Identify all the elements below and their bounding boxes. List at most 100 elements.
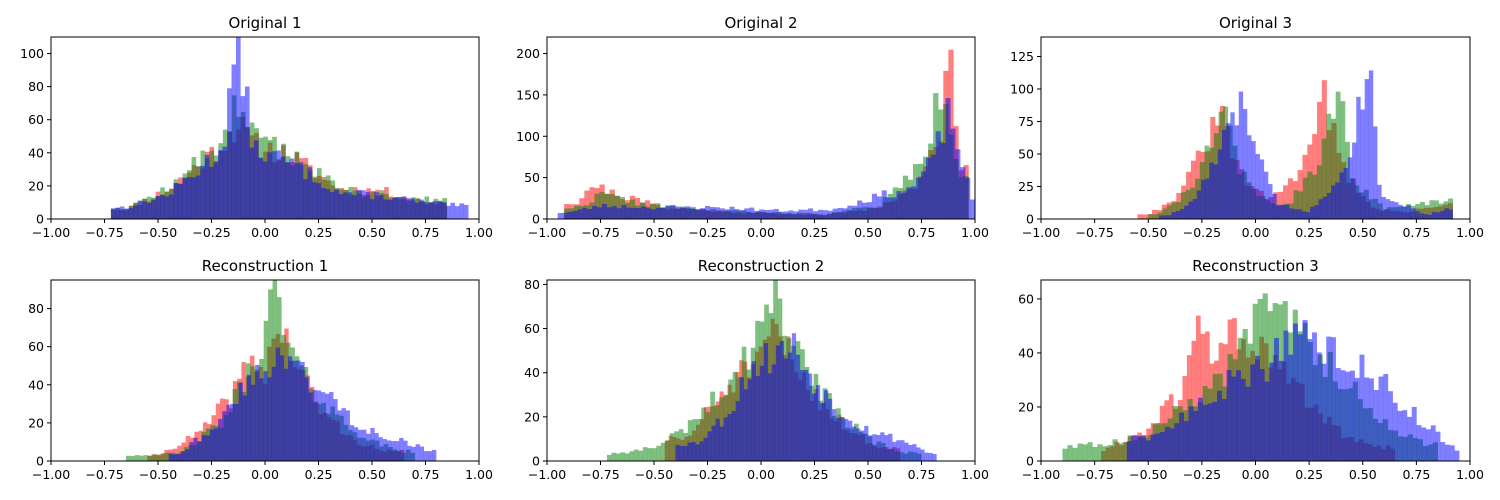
- histogram-bar: [1221, 398, 1227, 461]
- histogram-bar: [1373, 126, 1378, 219]
- histogram-bar: [795, 354, 801, 461]
- histogram-bar: [209, 429, 215, 461]
- histogram-bar: [1205, 178, 1210, 219]
- histogram-bar: [822, 210, 828, 219]
- histogram-bar: [1385, 199, 1391, 219]
- histogram-bar: [754, 210, 760, 219]
- histogram-bar: [1122, 442, 1128, 461]
- histogram-bar: [1359, 354, 1365, 461]
- histogram-bar: [562, 212, 568, 219]
- histogram-bar: [1435, 431, 1441, 461]
- x-tick-label: −0.25: [192, 467, 230, 482]
- histogram-bar: [415, 444, 420, 461]
- histogram-bar: [868, 435, 873, 461]
- histogram-bar: [1174, 423, 1180, 461]
- histogram-bar: [1137, 214, 1143, 219]
- histogram-bar: [240, 96, 246, 219]
- histogram-bar: [1268, 184, 1273, 219]
- x-tick-label: 0.00: [747, 225, 775, 240]
- histogram-bar: [699, 441, 704, 461]
- histogram-bar: [911, 186, 917, 219]
- histogram-bar: [904, 442, 909, 461]
- y-tick-label: 200: [516, 46, 540, 61]
- histogram-bar: [557, 212, 563, 219]
- histogram-bar: [1293, 190, 1299, 219]
- y-tick-label: 75: [1018, 114, 1034, 129]
- histogram-bar: [1278, 360, 1284, 461]
- subplot-reconstruction-1: Reconstruction 1 −1.00 −0.75 −0.50 −0.25 0.0…: [28, 257, 493, 482]
- histogram-bar: [758, 209, 765, 219]
- histogram-bar: [679, 445, 684, 461]
- histogram-bar: [337, 410, 342, 461]
- histogram-bar: [137, 200, 143, 219]
- x-tick-label: −0.75: [1075, 467, 1113, 482]
- x-tick-label: −1.00: [1022, 467, 1060, 482]
- histogram-bar: [687, 442, 692, 461]
- histogram-bar: [1383, 373, 1389, 461]
- histogram-bar: [411, 446, 416, 461]
- histogram-bar: [908, 444, 913, 461]
- histogram-bar: [1162, 208, 1168, 219]
- histogram-bar: [1150, 434, 1156, 461]
- histogram-bar: [263, 371, 268, 461]
- histogram-bar: [195, 175, 201, 219]
- histogram-bar: [249, 147, 255, 219]
- histogram-bar: [1280, 204, 1286, 219]
- histogram-bar: [244, 86, 250, 220]
- histogram-bar: [1335, 91, 1341, 219]
- y-tick-label: 100: [1010, 82, 1034, 97]
- histogram-bar: [410, 198, 415, 219]
- histogram-bar: [423, 202, 429, 219]
- histogram-bar: [222, 411, 227, 461]
- histogram-bar: [886, 197, 892, 219]
- histogram-bar: [960, 167, 966, 219]
- x-tick-label: −1.00: [32, 467, 70, 482]
- histogram-bar: [723, 417, 728, 461]
- x-tick-label: −0.75: [581, 467, 619, 482]
- histogram-bar: [414, 202, 420, 219]
- histogram-bar: [1087, 442, 1093, 461]
- histogram-bar: [275, 347, 280, 461]
- histogram-bar: [139, 455, 144, 461]
- histogram-bar: [626, 207, 632, 219]
- histogram-bar: [378, 437, 383, 461]
- x-tick-label: −0.75: [85, 225, 123, 240]
- histogram-bar: [1317, 101, 1323, 219]
- histogram-bar: [427, 451, 433, 461]
- histogram-bar: [852, 426, 857, 461]
- x-tick-label: −0.50: [139, 225, 177, 240]
- histogram-bar: [352, 195, 357, 219]
- histogram-bar: [1196, 190, 1202, 219]
- histogram-bar: [251, 384, 256, 461]
- series-blue: [675, 333, 937, 461]
- histogram-bar: [731, 410, 736, 461]
- y-tick-label: 80: [524, 277, 540, 292]
- histogram-bar: [1117, 443, 1123, 461]
- histogram-bar: [294, 163, 299, 219]
- histogram-bar: [292, 360, 297, 461]
- histogram-bar: [631, 207, 637, 219]
- histogram-bar: [353, 427, 359, 461]
- histogram-bar: [419, 199, 424, 219]
- histogram-bar: [1242, 109, 1248, 219]
- histogram-bar: [1381, 196, 1386, 219]
- histogram-bar: [793, 211, 799, 219]
- x-tick-label: −0.50: [1129, 467, 1167, 482]
- x-tick-label: 0.25: [305, 467, 333, 482]
- histogram-bar: [378, 195, 384, 219]
- histogram-bar: [577, 209, 583, 219]
- histogram-bar: [200, 165, 205, 219]
- histogram-bar: [185, 449, 190, 461]
- histogram-bar: [1148, 214, 1154, 219]
- histogram-bar: [288, 356, 293, 461]
- histogram-bar: [423, 451, 429, 461]
- histogram-bar: [1331, 118, 1336, 219]
- histogram-bar: [860, 430, 865, 461]
- histogram-bar: [896, 440, 901, 461]
- histogram-bar: [812, 211, 819, 219]
- y-tick-label: 100: [20, 46, 44, 61]
- histogram-bar: [403, 440, 408, 461]
- histogram-bar: [1356, 96, 1361, 219]
- histogram-bar: [1436, 212, 1441, 219]
